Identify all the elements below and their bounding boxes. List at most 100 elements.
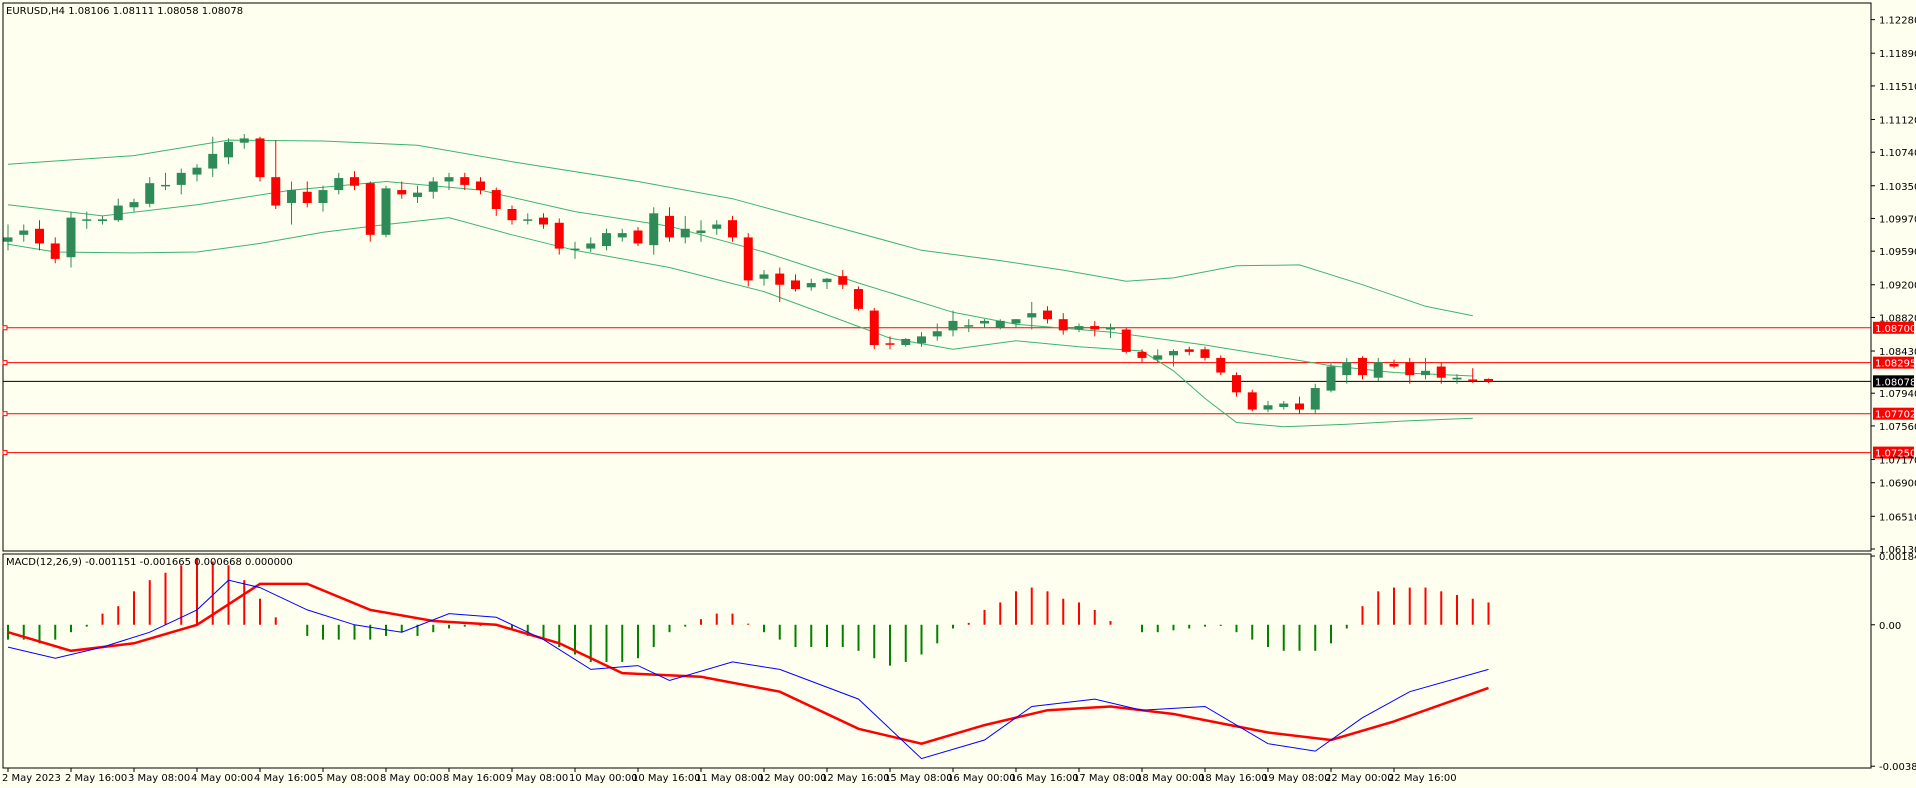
candle	[964, 319, 974, 333]
candle	[712, 220, 722, 235]
candle-body	[964, 325, 974, 327]
candle	[1342, 357, 1352, 384]
candle	[1121, 327, 1131, 354]
candle-body	[743, 237, 753, 281]
candle	[1090, 320, 1100, 337]
candle-body	[444, 177, 454, 182]
candle	[413, 185, 422, 203]
candle	[854, 286, 863, 311]
time-tick-label: 8 May 16:00	[443, 773, 505, 784]
time-tick-label: 2 May 2023	[2, 773, 61, 784]
candle-body	[1137, 351, 1147, 358]
price-tick-label: 1.11120	[1879, 115, 1916, 126]
candle-body	[680, 228, 690, 238]
candle-body	[318, 190, 328, 203]
current-price-label-bg	[1873, 375, 1914, 388]
candle-body	[1043, 310, 1052, 320]
candle	[192, 164, 202, 182]
candle	[633, 227, 643, 247]
candle	[1279, 400, 1289, 410]
candle	[460, 172, 470, 191]
candle-body	[554, 222, 564, 249]
macd-panel-title: MACD(12,26,9) -0.001151 -0.001665 0.0006…	[6, 557, 293, 568]
time-tick-label: 4 May 00:00	[191, 773, 253, 784]
price-tick-label: 1.07940	[1879, 389, 1916, 400]
macd-tick-label: 0.001849	[1879, 552, 1916, 563]
candle	[50, 237, 60, 264]
line-anchor	[2, 411, 8, 417]
candle-body	[869, 310, 879, 345]
line-anchor	[2, 325, 8, 331]
candle	[1200, 346, 1210, 361]
candle	[82, 211, 92, 229]
price-tick-label: 1.09590	[1879, 247, 1916, 258]
candle-body	[1011, 319, 1021, 324]
candle-body	[1074, 326, 1084, 330]
candle-body	[1216, 357, 1226, 373]
candle	[1169, 349, 1178, 367]
candle-body	[1232, 375, 1241, 393]
price-tick-label: 1.11890	[1879, 49, 1916, 60]
candle	[365, 181, 375, 242]
candle-body	[649, 213, 659, 246]
time-tick-label: 19 May 08:00	[1262, 773, 1331, 784]
macd-panel[interactable]: 0.001849 0.00 -0.003806 MACD(12,26,9) -0.0…	[2, 552, 1916, 773]
level-label-bg	[1873, 446, 1914, 459]
time-tick-label: 22 May 16:00	[1388, 773, 1457, 784]
candle-body	[3, 237, 13, 242]
candle	[145, 177, 155, 208]
macd-tick-label: -0.003806	[1879, 762, 1916, 773]
candle	[208, 136, 218, 178]
candle	[554, 218, 564, 255]
candle	[696, 220, 706, 242]
price-tick-label: 1.09200	[1879, 281, 1916, 292]
candle	[1421, 357, 1430, 380]
candle-body	[995, 320, 1005, 328]
candle	[1232, 372, 1241, 397]
level-label: 1.08700	[1875, 324, 1916, 335]
candle	[476, 177, 485, 195]
level-label-bg	[1873, 407, 1914, 420]
level-label-bg	[1873, 321, 1914, 334]
line-anchor	[2, 450, 8, 456]
candle-body	[822, 278, 832, 283]
candle	[1436, 362, 1446, 384]
candle-body	[917, 336, 926, 344]
time-tick-label: 9 May 08:00	[506, 773, 568, 784]
candle-body	[1106, 327, 1115, 330]
candle-body	[570, 248, 580, 251]
candle	[885, 336, 895, 350]
candle	[1043, 306, 1052, 324]
candle-body	[397, 190, 407, 195]
candle	[35, 220, 44, 251]
candle-body	[1279, 403, 1289, 407]
candle	[728, 215, 737, 242]
candle	[318, 185, 328, 212]
candle	[224, 138, 233, 165]
candle-body	[838, 276, 848, 285]
level-label: 1.07250	[1875, 449, 1916, 460]
candle	[161, 172, 170, 191]
time-tick-label: 12 May 00:00	[758, 773, 827, 784]
candle	[1263, 400, 1273, 413]
candle	[491, 187, 501, 216]
price-panel-title: EURUSD,H4 1.08106 1.08111 1.08058 1.0807…	[6, 6, 243, 17]
candle-body	[539, 217, 548, 225]
candle-body	[1342, 362, 1352, 376]
candle-body	[633, 230, 643, 244]
candle	[665, 207, 674, 242]
candle-body	[334, 178, 344, 191]
candle-body	[1468, 379, 1478, 382]
price-panel[interactable]: 1.08700 1.08295 1.07702 1.07250 1.08078 1.12…	[2, 2, 1916, 556]
price-tick-label: 1.10740	[1879, 148, 1916, 159]
candle-body	[1169, 351, 1178, 356]
candle-body	[1326, 366, 1336, 391]
candle-body	[885, 343, 895, 345]
candle-body	[476, 181, 485, 191]
candle	[1027, 301, 1037, 330]
candle	[1074, 323, 1084, 333]
candle-body	[602, 233, 611, 247]
candle	[271, 140, 281, 209]
candle	[428, 177, 438, 199]
candle	[1153, 349, 1163, 363]
